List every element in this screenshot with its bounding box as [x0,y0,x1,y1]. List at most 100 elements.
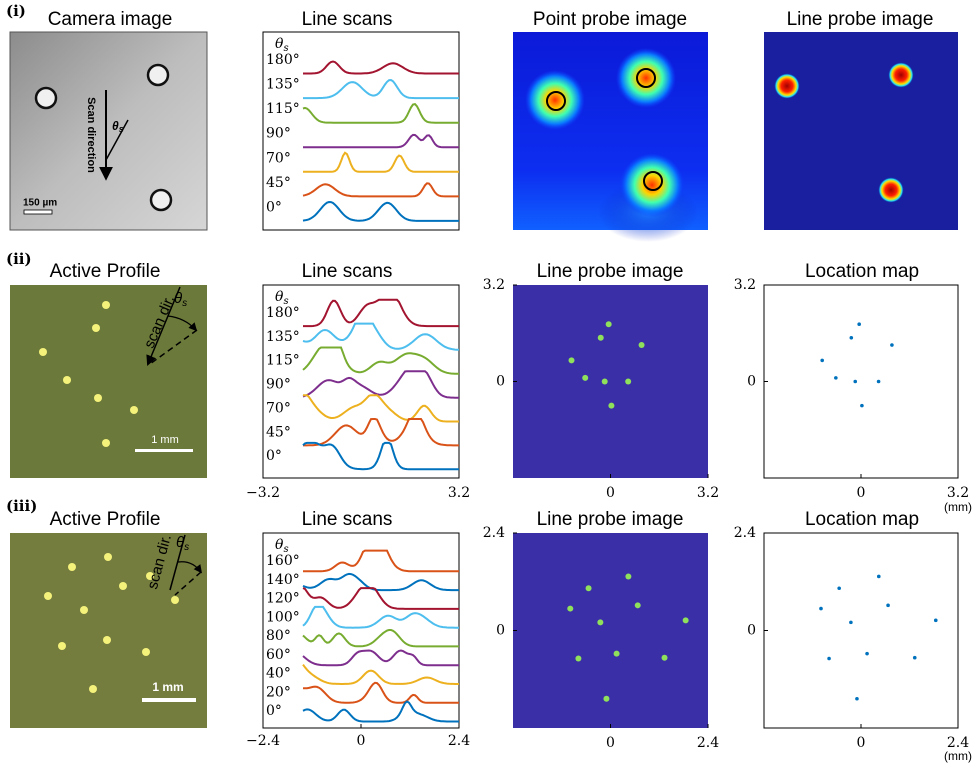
line-probe-image [764,32,958,230]
spot [119,582,127,590]
scan-label: 70° [266,400,291,416]
scan-label: 180° [266,305,300,321]
y-tick-label: 3.2 [734,277,756,293]
panel-title: Line scans [302,9,393,30]
x-tick-label: 3.2 [947,485,969,501]
x-tick-label: 0 [606,485,615,501]
y-tick-label: 0 [747,374,756,390]
location-point [860,404,864,408]
scale-label: 150 µm [23,198,57,209]
scan-label: 100° [266,609,300,625]
location-point [849,621,853,625]
scan-label: 70° [266,150,291,166]
location-point [853,380,857,384]
scan-label: 40° [266,666,291,682]
x-tick-label: 2.4 [448,733,470,749]
plot-frame [764,285,958,478]
scale-bar [142,698,196,702]
location-point [834,376,838,380]
probe-spot [569,357,575,363]
spot [171,596,179,604]
panel-title: Point probe image [533,9,687,30]
location-point [827,657,831,661]
panel-title: Line probe image [787,9,934,30]
row-label: (ii) [6,250,32,268]
probe-spot [586,585,592,591]
plot-frame [764,533,958,728]
panel-title: Active Profile [50,261,161,282]
location-point [890,343,894,347]
x-tick-label: 0 [857,735,866,751]
figure: (i) (ii) (iii) Camera image Scan directi… [0,0,976,767]
location-point [877,380,881,384]
probe-spot [683,617,689,623]
scan-label: 135° [266,329,300,345]
scan-label: 115° [266,101,300,117]
x-tick-label: 0 [606,735,615,751]
x-tick-label: 3.2 [448,485,470,501]
probe-spot [567,606,573,612]
y-tick-label: 0 [747,623,756,639]
probe-spot [608,403,614,409]
scan-label: 180° [266,52,300,68]
panel-title: Line scans [302,509,393,530]
spot [103,636,111,644]
location-point [857,322,861,326]
spot [130,406,138,414]
scan-label: 140° [266,572,300,588]
probe-spot [597,619,603,625]
spot [63,376,71,384]
scan-label: 60° [266,647,291,663]
scan-label: 160° [266,553,300,569]
location-point [877,575,881,579]
scan-label: 115° [266,353,300,369]
panel-title: Line scans [302,261,393,282]
scale-bar [135,449,193,452]
location-point [934,619,938,623]
probe-spot [625,379,631,385]
spot [80,606,88,614]
scan-label: 0° [266,199,282,215]
spot [39,348,47,356]
probe-spot [635,602,641,608]
y-tick-label: 0 [496,374,505,390]
panel-title: Active Profile [50,509,161,530]
spot [142,648,150,656]
scan-label: 120° [266,591,300,607]
angle-symbol: θ [176,534,184,551]
probe-image [513,533,708,728]
scale-label: 1 mm [152,680,183,694]
scan-label: 0° [266,703,282,719]
spot [89,685,97,693]
location-point [886,604,890,608]
scan-label: 90° [266,377,291,393]
spot [92,324,100,332]
probe-spot [598,335,604,341]
x-tick-label: 2.4 [697,735,719,751]
panel-title: Line probe image [537,261,684,282]
scan-label: 80° [266,628,291,644]
scan-label: 45° [266,424,291,440]
probe-image [513,285,708,478]
probe-spot [625,573,631,579]
angle-subscript: s [184,542,189,553]
location-point [819,607,823,611]
scan-label: 90° [266,126,291,142]
y-tick-label: 0 [496,623,505,639]
location-point [850,336,854,340]
panel-title: Line probe image [537,509,684,530]
probe-spot [582,375,588,381]
scan-label: 20° [266,684,291,700]
location-point [837,586,841,590]
location-point [865,652,869,656]
scan-label: 45° [266,175,291,191]
row-label: (i) [6,2,26,20]
x-tick-label: 2.4 [947,735,969,751]
probe-spot [639,342,645,348]
probe-spot [575,656,581,662]
spot [102,301,110,309]
unit-label: (mm) [944,749,972,763]
scale-bar [24,210,52,214]
scan-label: 135° [266,77,300,93]
row-label: (iii) [6,497,37,515]
